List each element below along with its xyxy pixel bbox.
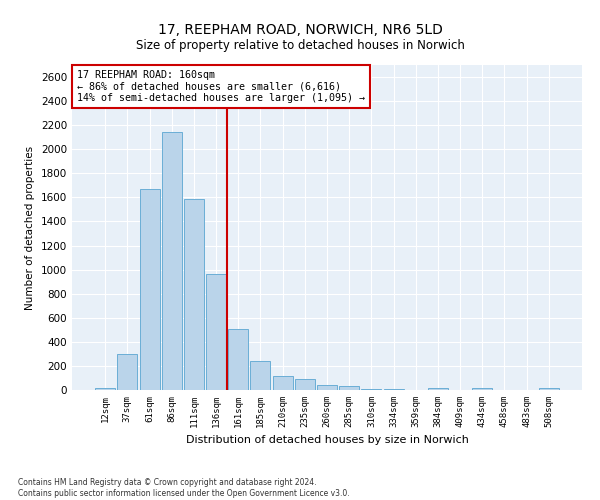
- Bar: [118, 354, 137, 390]
- X-axis label: Distribution of detached houses by size in Norwich: Distribution of detached houses by size …: [185, 436, 469, 446]
- Text: 17 REEPHAM ROAD: 160sqm
← 86% of detached houses are smaller (6,616)
14% of semi: 17 REEPHAM ROAD: 160sqm ← 86% of detache…: [77, 70, 365, 103]
- Bar: [339, 386, 359, 390]
- Bar: [184, 198, 204, 390]
- Text: 17, REEPHAM ROAD, NORWICH, NR6 5LD: 17, REEPHAM ROAD, NORWICH, NR6 5LD: [158, 22, 442, 36]
- Y-axis label: Number of detached properties: Number of detached properties: [25, 146, 35, 310]
- Bar: [361, 389, 382, 390]
- Bar: [295, 378, 315, 390]
- Bar: [472, 388, 492, 390]
- Bar: [140, 189, 160, 390]
- Bar: [162, 132, 182, 390]
- Bar: [250, 360, 271, 390]
- Bar: [206, 274, 226, 390]
- Bar: [228, 328, 248, 390]
- Bar: [272, 376, 293, 390]
- Bar: [95, 388, 115, 390]
- Bar: [428, 388, 448, 390]
- Bar: [539, 388, 559, 390]
- Bar: [317, 385, 337, 390]
- Text: Size of property relative to detached houses in Norwich: Size of property relative to detached ho…: [136, 38, 464, 52]
- Text: Contains HM Land Registry data © Crown copyright and database right 2024.
Contai: Contains HM Land Registry data © Crown c…: [18, 478, 350, 498]
